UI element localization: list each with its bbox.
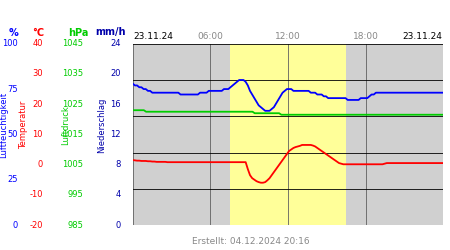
Text: 12:00: 12:00 [275, 32, 301, 41]
Text: Luftfeuchtigkeit: Luftfeuchtigkeit [0, 92, 8, 158]
Text: 8: 8 [115, 160, 121, 169]
Text: 18:00: 18:00 [353, 32, 378, 41]
Text: 0: 0 [115, 220, 121, 230]
Text: 50: 50 [8, 130, 18, 139]
Text: 985: 985 [68, 220, 83, 230]
Text: 10: 10 [32, 130, 43, 139]
Text: 1045: 1045 [62, 39, 83, 48]
Text: mm/h: mm/h [95, 28, 126, 38]
Text: 30: 30 [32, 70, 43, 78]
Bar [230, 44, 346, 225]
Text: 995: 995 [68, 190, 83, 199]
Text: 40: 40 [32, 39, 43, 48]
Text: 1015: 1015 [62, 130, 83, 139]
Text: 75: 75 [7, 84, 18, 94]
Text: 23.11.24: 23.11.24 [134, 32, 174, 41]
Text: 1005: 1005 [62, 160, 83, 169]
Text: 25: 25 [8, 175, 18, 184]
Text: Luftdruck: Luftdruck [61, 105, 70, 145]
Text: %: % [9, 28, 18, 38]
Text: 0: 0 [13, 220, 18, 230]
Text: 100: 100 [2, 39, 18, 48]
Text: Temperatur: Temperatur [19, 101, 28, 149]
Text: 06:00: 06:00 [198, 32, 223, 41]
Text: 1025: 1025 [62, 100, 83, 109]
Text: °C: °C [32, 28, 44, 38]
Text: 20: 20 [32, 100, 43, 109]
Text: -20: -20 [29, 220, 43, 230]
Text: 4: 4 [115, 190, 121, 199]
Text: 16: 16 [110, 100, 121, 109]
Text: 24: 24 [110, 39, 121, 48]
Text: 20: 20 [110, 70, 121, 78]
Text: 23.11.24: 23.11.24 [402, 32, 442, 41]
Text: 0: 0 [37, 160, 43, 169]
Text: 12: 12 [110, 130, 121, 139]
Text: Erstellt: 04.12.2024 20:16: Erstellt: 04.12.2024 20:16 [192, 237, 310, 246]
Text: hPa: hPa [68, 28, 89, 38]
Bar [346, 44, 443, 225]
Text: -10: -10 [29, 190, 43, 199]
Text: 1035: 1035 [62, 70, 83, 78]
Text: Niederschlag: Niederschlag [97, 97, 106, 153]
Bar [133, 44, 230, 225]
